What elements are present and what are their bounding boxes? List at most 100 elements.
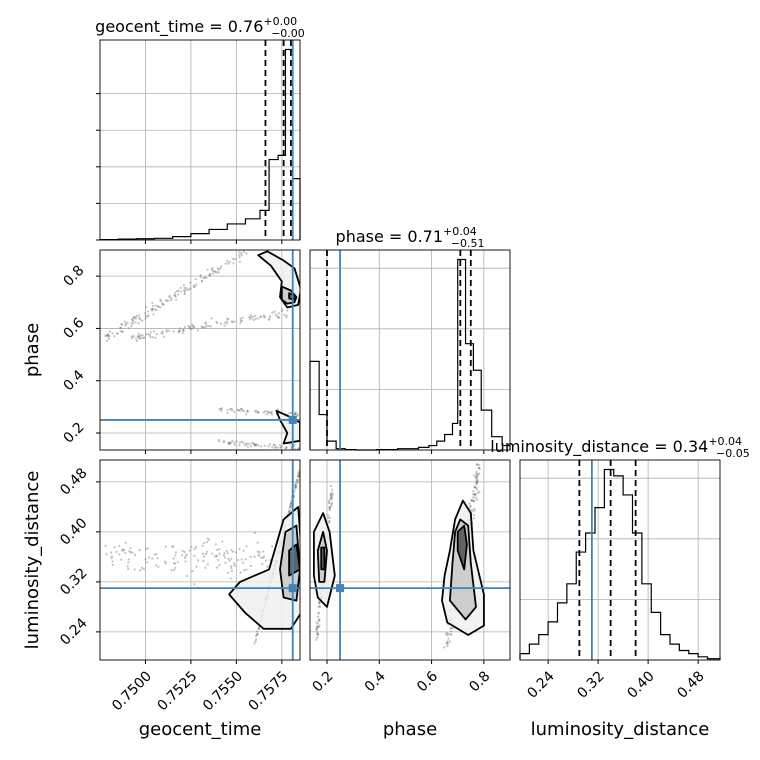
scatter-point (225, 550, 228, 553)
scatter-point (328, 502, 331, 505)
scatter-point (155, 564, 158, 567)
scatter-point (474, 475, 478, 478)
scatter-point (473, 486, 477, 489)
scatter-point (476, 473, 480, 476)
scatter-point (256, 317, 260, 320)
scatter-point (182, 284, 185, 287)
scatter-point (154, 336, 157, 339)
scatter-point (317, 605, 320, 609)
scatter-point (295, 480, 298, 484)
scatter-point (189, 328, 192, 331)
scatter-point (226, 441, 230, 445)
scatter-point (206, 268, 209, 271)
scatter-point (200, 325, 203, 328)
x-axis-label-luminosity_distance: luminosity_distance (531, 719, 710, 740)
y-tick-label: 0.40 (57, 515, 90, 548)
scatter-point (200, 279, 204, 283)
scatter-point (105, 339, 109, 342)
scatter-point (315, 627, 318, 630)
scatter-point (262, 550, 265, 553)
scatter-point (284, 446, 288, 450)
scatter-point (298, 476, 300, 479)
scatter-point (231, 439, 234, 443)
scatter-point (315, 638, 318, 641)
scatter-point (475, 479, 478, 482)
scatter-point (205, 550, 209, 553)
scatter-point (109, 551, 113, 554)
scatter-point (280, 309, 284, 313)
scatter-point (128, 550, 131, 553)
scatter-point (448, 640, 452, 643)
scatter-point (450, 630, 453, 633)
scatter-point (139, 335, 142, 338)
scatter-point (293, 413, 297, 416)
scatter-point (256, 632, 259, 635)
scatter-point (177, 289, 180, 292)
scatter-point (238, 441, 241, 444)
scatter-point (268, 315, 272, 318)
contour-level-3 (288, 543, 300, 577)
scatter-point (202, 326, 206, 329)
scatter-point (235, 440, 238, 443)
scatter-point (217, 559, 220, 562)
scatter-point (449, 627, 452, 630)
scatter-point (249, 316, 252, 319)
scatter-point (208, 272, 211, 276)
scatter-point (289, 506, 292, 509)
panel-frame (99, 249, 301, 451)
scatter-point (476, 479, 479, 482)
x-tick-label: 0.7550 (200, 668, 246, 714)
scatter-point (229, 441, 233, 444)
scatter-point (253, 443, 256, 447)
scatter-point (225, 322, 229, 325)
scatter-point (220, 265, 223, 268)
scatter-point (193, 286, 196, 289)
scatter-point (447, 637, 450, 640)
scatter-point (162, 335, 166, 338)
scatter-point (297, 475, 300, 478)
truth-marker (336, 584, 345, 593)
scatter-point (138, 549, 141, 552)
scatter-point (220, 409, 223, 412)
scatter-point (273, 443, 276, 446)
scatter-point (105, 334, 108, 338)
scatter-point (226, 552, 229, 555)
scatter-point (183, 556, 187, 560)
scatter-point (190, 545, 193, 549)
y-tick-label: 0.48 (57, 465, 90, 498)
scatter-point (137, 336, 141, 339)
scatter-point (153, 330, 156, 333)
scatter-point (289, 411, 293, 415)
scatter-point (107, 337, 110, 341)
scatter-point (318, 605, 321, 608)
scatter-point (182, 329, 185, 332)
scatter-point (231, 257, 235, 261)
scatter-point (280, 445, 283, 449)
title-geocent_time: geocent_time = 0.76+0.00 −0.00 (95, 15, 305, 40)
scatter-point (233, 441, 236, 444)
scatter-point (478, 472, 481, 475)
scatter-point (476, 492, 479, 495)
scatter-point (473, 492, 476, 496)
scatter-point (239, 571, 242, 574)
scatter-point (155, 552, 158, 556)
scatter-point (174, 551, 177, 554)
scatter-point (130, 325, 133, 328)
scatter-point (191, 323, 194, 326)
scatter-point (297, 473, 300, 476)
scatter-point (227, 318, 230, 321)
scatter-point (218, 408, 221, 411)
scatter-point (257, 554, 261, 558)
scatter-point (223, 324, 226, 327)
scatter-point (172, 568, 176, 572)
scatter-point (331, 496, 334, 499)
scatter-point (317, 619, 321, 622)
scatter-point (233, 564, 236, 567)
scatter-point (328, 506, 332, 509)
scatter-point (256, 541, 259, 544)
scatter-point (159, 298, 162, 301)
scatter-point (132, 335, 135, 338)
scatter-point (317, 601, 321, 604)
scatter-point (203, 555, 206, 558)
scatter-point (108, 335, 111, 338)
